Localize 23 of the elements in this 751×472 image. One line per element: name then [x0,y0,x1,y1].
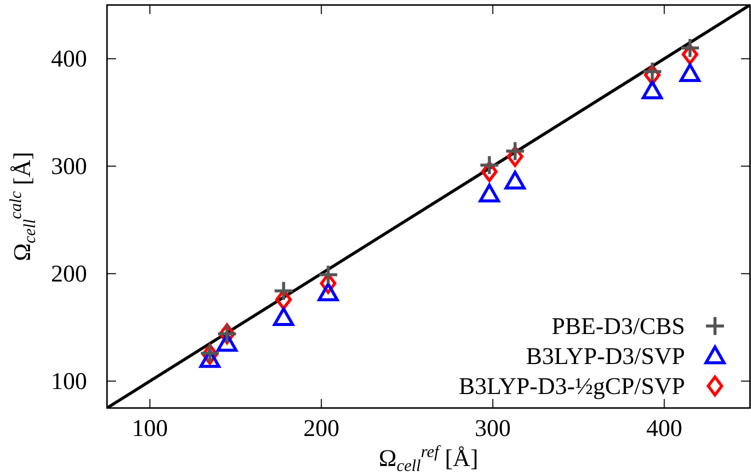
point [318,282,339,302]
y-tick-label: 200 [51,262,87,288]
point [478,184,500,202]
point [504,140,526,162]
x-tick-label: 100 [132,416,168,442]
point [504,170,526,190]
point [478,154,500,176]
y-tick-label: 100 [51,369,87,396]
x-tick-label: 400 [646,416,682,442]
point [679,63,700,82]
legend-label: B3LYP-D3-½gCP/SVP [458,374,685,400]
point [318,264,339,286]
legend-label: B3LYP-D3/SVP [526,344,685,370]
point [642,80,663,100]
point [273,307,294,326]
x-tick-label: 200 [303,416,340,442]
point [273,280,294,302]
x-axis-title: Ω$_{cell}$$^{ref}$ [Å] [378,442,478,472]
x-tick-label: 300 [474,416,511,442]
legend-label: PBE-D3/CBS [552,314,685,340]
y-tick-label: 400 [51,46,87,73]
y-tick-label: 300 [51,154,87,180]
point [679,37,700,58]
